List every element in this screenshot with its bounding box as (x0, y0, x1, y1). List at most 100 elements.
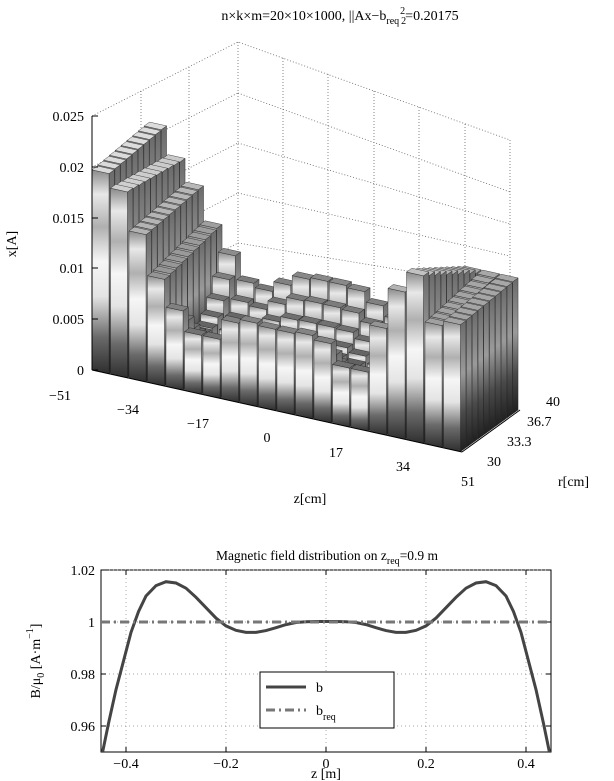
bar-top (103, 156, 127, 165)
bar-top (163, 196, 187, 205)
bar-top (143, 121, 168, 130)
bar-front (239, 319, 258, 407)
y-tick-label: 1.02 (71, 564, 96, 579)
bar-top (322, 299, 347, 309)
bar-top (347, 283, 371, 292)
z-tick-label: 0 (77, 364, 84, 379)
bar-front (147, 275, 165, 387)
bar-top (335, 324, 359, 333)
bar-top (217, 248, 242, 257)
bar-front (184, 331, 202, 395)
bar-side (460, 320, 467, 453)
line-ylabel: B/μ0 [A·m−1] (25, 624, 47, 699)
bar-front (258, 325, 276, 411)
bar-top (152, 265, 177, 274)
bar-top (137, 126, 162, 135)
bar-top (295, 327, 319, 336)
bar-top (406, 267, 430, 277)
bar-top (280, 312, 304, 321)
bar3d-axes (91, 116, 521, 453)
bar-top (454, 307, 478, 316)
bar-top (483, 283, 507, 292)
bar-top (114, 146, 139, 155)
bar-front (110, 187, 128, 379)
bar-top (489, 278, 513, 287)
bar-top (328, 277, 353, 286)
bar-top (174, 186, 199, 195)
bar3d-y-ticks: 30 33.3 36.7 40 (487, 395, 560, 470)
bar-top (158, 260, 182, 269)
bar-top (180, 181, 205, 190)
bar-top (443, 316, 467, 325)
bar-top (134, 221, 158, 230)
x-tick-label: 17 (329, 446, 343, 461)
bar-top (165, 303, 189, 312)
bar-side (500, 287, 507, 423)
line-xlabel: z [m] (311, 767, 341, 781)
x-tick-label: −51 (49, 389, 71, 404)
bar-top (341, 305, 365, 314)
bar-top (194, 320, 218, 329)
bar-front (443, 320, 461, 452)
bar-front (424, 321, 443, 448)
bar-top (230, 294, 254, 303)
bar-top (181, 237, 206, 246)
bar3d-chart: n×k×m=20×10×1000, ||Ax−breq 22=0.20175 (5, 6, 589, 507)
bar-side (471, 310, 478, 444)
x-tick-label: 51 (461, 475, 475, 490)
bar-top (164, 254, 188, 263)
bar-side (512, 277, 519, 415)
y-tick-label: 33.3 (507, 435, 532, 450)
bar3d-title: n×k×m=20×10×1000, ||Ax−breq 22=0.20175 (221, 6, 458, 27)
bar-top (110, 184, 134, 193)
bar-top (170, 248, 194, 257)
bar3d-bars (91, 121, 519, 453)
bar-side (489, 296, 496, 432)
y-tick-label: 40 (546, 395, 560, 410)
bar-top (466, 297, 490, 306)
bar-front (165, 306, 184, 391)
bar-top (132, 131, 156, 140)
legend-box (259, 671, 395, 729)
y-tick-label: 36.7 (527, 415, 552, 430)
bar-top (145, 211, 170, 220)
z-tick-label: 0.015 (53, 212, 85, 227)
line-legend: b breq (259, 671, 395, 729)
bar-side (495, 291, 501, 427)
bar-top (239, 315, 263, 324)
bar-top (460, 302, 484, 311)
line-ticks: −0.4 −0.2 0 0.2 0.4 0.96 0.98 1 1.02 (71, 564, 551, 772)
bar-top (126, 136, 150, 145)
z-tick-label: 0.025 (53, 110, 85, 125)
bar-top (120, 141, 144, 150)
bar3d-z-ticks: 0 0.005 0.01 0.015 0.02 0.025 (53, 110, 98, 379)
bar-front (350, 368, 369, 432)
line-chart: Magnetic field distribution on zreq=0.9 … (25, 548, 552, 781)
x-tick-label: −0.4 (113, 757, 138, 772)
y-tick-label: 0.98 (71, 668, 96, 683)
bar-top (495, 273, 519, 283)
bar-front (332, 364, 350, 428)
bar-top (187, 231, 211, 240)
x-tick-label: 34 (396, 460, 410, 475)
bar-side (466, 315, 472, 448)
bar-front (313, 339, 332, 424)
line-chart-title: Magnetic field distribution on zreq=0.9 … (216, 548, 439, 567)
bar3d-xlabel: z[cm] (294, 492, 327, 507)
bar-top (476, 269, 501, 278)
bar3d-x-ticks: −51 −34 −17 0 17 34 51 (49, 389, 475, 490)
bar-front (202, 335, 221, 399)
bar-top (465, 280, 489, 289)
legend-label-b: b (316, 681, 323, 696)
bar-top (176, 243, 200, 252)
bar-top (236, 275, 260, 284)
bar-top (211, 271, 236, 280)
bar-top (151, 206, 176, 215)
bar-top (477, 288, 502, 297)
bar-top (332, 360, 356, 369)
x-tick-label: 0 (264, 431, 271, 446)
bar-top (193, 226, 217, 235)
bar-top (128, 226, 152, 235)
x-tick-label: 0 (323, 757, 330, 772)
